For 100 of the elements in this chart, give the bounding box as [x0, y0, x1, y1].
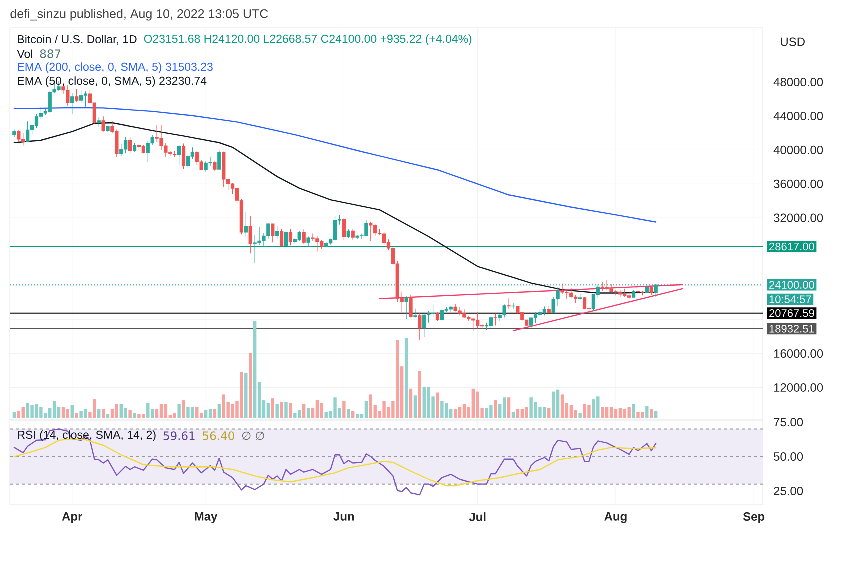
- bar: [213, 409, 217, 418]
- bar: [351, 411, 355, 418]
- y-axis-title: USD: [781, 38, 805, 46]
- candlestick: [302, 229, 306, 245]
- candlestick: [489, 317, 494, 328]
- bar: [347, 409, 350, 418]
- candlestick: [26, 121, 30, 143]
- bar: [409, 388, 413, 418]
- bar: [342, 401, 346, 418]
- candlestick: [97, 116, 101, 128]
- candlestick: [298, 230, 302, 242]
- x-tick-label: Aug: [604, 512, 627, 524]
- y-tick-label: 32000.00: [774, 214, 824, 222]
- bar: [458, 407, 462, 418]
- bar: [244, 373, 248, 418]
- ref-line-label: 20767.59: [770, 309, 814, 318]
- y-tick-label: 12000.00: [774, 384, 824, 392]
- x-tick-label: May: [195, 512, 218, 524]
- bar: [646, 406, 649, 418]
- text: 10:54:57: [770, 296, 812, 304]
- candlestick: [440, 309, 444, 322]
- bar: [124, 408, 128, 418]
- bar: [601, 407, 604, 418]
- bar: [12, 412, 16, 418]
- candlestick: [636, 291, 640, 296]
- candlestick: [271, 224, 275, 243]
- candlestick: [324, 242, 328, 248]
- bar: [66, 409, 70, 418]
- candlestick: [137, 144, 142, 150]
- bar: [654, 411, 658, 418]
- bar: [507, 398, 511, 418]
- candlestick: [333, 216, 338, 241]
- bar: [284, 402, 288, 418]
- candlestick: [84, 91, 88, 108]
- bar: [178, 404, 181, 418]
- bar: [525, 407, 528, 418]
- text: Bitcoin / U.S. Dollar, 1D: [18, 35, 137, 45]
- candlestick: [284, 230, 288, 246]
- bar: [618, 408, 622, 418]
- bar: [632, 404, 636, 418]
- bar: [160, 404, 164, 418]
- candlestick: [306, 236, 310, 247]
- bar: [276, 404, 279, 418]
- ref-line-label: 28617.00: [770, 242, 814, 251]
- bar: [128, 410, 132, 418]
- annotation: ∅ ∅: [242, 432, 264, 440]
- candlestick: [547, 306, 551, 314]
- bar: [516, 409, 520, 418]
- bar: [364, 401, 368, 418]
- bar: [418, 371, 422, 418]
- bar: [414, 396, 418, 418]
- candlestick: [351, 229, 355, 241]
- candlestick: [414, 308, 418, 318]
- bar: [502, 398, 506, 418]
- bar: [316, 400, 320, 418]
- candlestick: [79, 90, 84, 104]
- bar: [614, 409, 618, 418]
- x-tick-label: Apr: [62, 512, 83, 524]
- bar: [404, 338, 408, 418]
- bar: [369, 394, 373, 418]
- bar: [610, 407, 614, 418]
- y-tick-label: 25.00: [774, 486, 804, 496]
- candlestick: [276, 226, 280, 240]
- bar: [266, 403, 270, 418]
- candlestick: [650, 286, 654, 296]
- bar: [75, 413, 78, 418]
- text: O23151.68 H24120.00 L22668.57 C24100.00 +935.22 (+4.04%): [144, 34, 472, 46]
- candlestick: [182, 144, 186, 170]
- candlestick: [436, 312, 440, 322]
- bar: [173, 413, 176, 418]
- bar: [494, 400, 498, 418]
- candlestick: [418, 313, 422, 341]
- bar: [70, 405, 74, 418]
- bar: [294, 413, 297, 418]
- bar: [552, 392, 556, 418]
- candlestick: [132, 142, 137, 152]
- candlestick: [632, 290, 636, 298]
- bar: [578, 413, 582, 418]
- bar: [196, 407, 199, 418]
- bar: [146, 403, 150, 418]
- ref-line-label: 24100.00: [770, 281, 814, 289]
- candlestick: [422, 312, 426, 338]
- x-tick-label: Sep: [743, 512, 765, 524]
- x-tick-label: Jun: [334, 512, 354, 521]
- text: EMA (50, close, 0, SMA, 5) 23230.74: [18, 76, 207, 88]
- bar: [356, 414, 360, 418]
- bar: [218, 404, 222, 418]
- bar: [556, 390, 560, 418]
- bar: [22, 407, 25, 418]
- bar: [102, 409, 106, 418]
- bar: [650, 409, 654, 418]
- bar: [253, 320, 257, 418]
- candlestick: [542, 306, 546, 316]
- candlestick: [342, 218, 346, 240]
- candlestick: [102, 116, 106, 132]
- bar: [271, 398, 274, 418]
- candlestick: [578, 294, 582, 301]
- text: defi_sinzu published, Aug 10, 2022 13:05 UTC: [10, 9, 268, 21]
- y-tick-label: 50.00: [774, 452, 804, 462]
- annotation: 887: [40, 50, 61, 58]
